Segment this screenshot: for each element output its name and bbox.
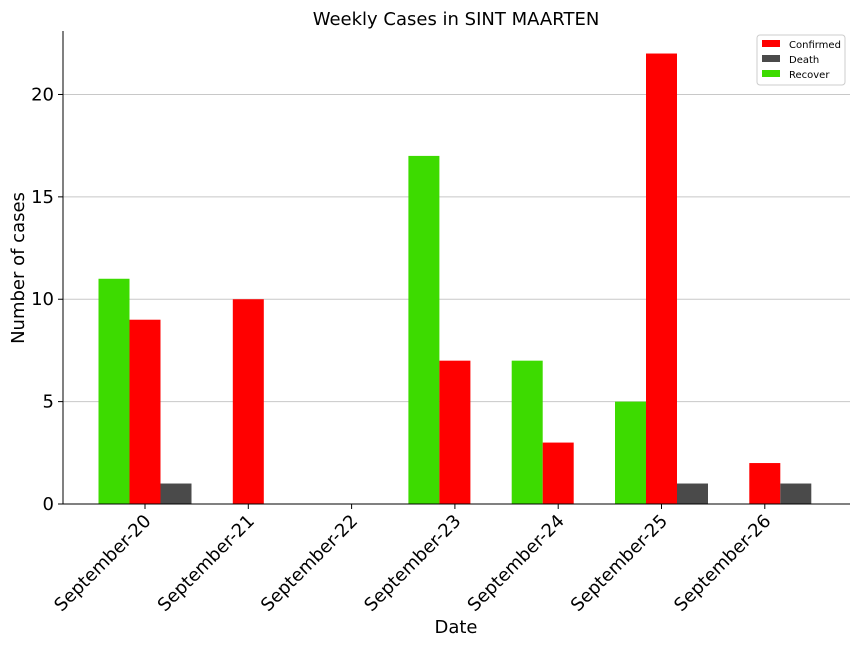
y-tick-label: 20 [31, 84, 54, 105]
bar-confirmed-september-24 [542, 442, 574, 504]
axes [62, 31, 850, 505]
x-tick-label: September-23 [360, 511, 465, 616]
legend-swatch-recover [762, 70, 780, 77]
bar-death-september-25 [677, 483, 708, 504]
bar-recover-september-23 [408, 155, 440, 504]
bar-confirmed-september-25 [646, 53, 677, 505]
y-tick-label: 0 [43, 494, 54, 515]
legend-swatch-death [762, 55, 780, 62]
x-tick-label: September-24 [464, 511, 569, 616]
y-tick-label: 15 [31, 187, 54, 208]
grid-lines [63, 93, 850, 403]
bar-recover-september-25 [615, 401, 646, 504]
legend: Confirmed Death Recover [756, 34, 846, 86]
bar-confirmed-september-20 [129, 319, 161, 504]
bar-death-september-20 [160, 483, 192, 504]
y-axis-title: Number of cases [8, 192, 29, 344]
bar-confirmed-september-26 [749, 463, 781, 504]
y-tick-label: 5 [43, 392, 54, 413]
y-tick-label: 10 [31, 289, 54, 310]
x-tick-label: September-20 [50, 511, 155, 616]
x-tick-label: September-26 [670, 511, 775, 616]
x-tick-label: September-21 [154, 511, 259, 616]
bar-confirmed-september-21 [232, 299, 264, 504]
x-tick-label: September-22 [257, 511, 362, 616]
bar-death-september-26 [780, 483, 812, 504]
bar-recover-september-24 [511, 360, 543, 504]
legend-swatch-confirmed [762, 40, 780, 47]
x-axis-title: Date [434, 617, 477, 638]
bars [98, 53, 812, 505]
legend-label-recover: Recover [789, 70, 830, 81]
bar-recover-september-20 [98, 278, 130, 504]
bar-confirmed-september-23 [439, 360, 471, 504]
legend-label-death: Death [789, 55, 819, 66]
chart-title: Weekly Cases in SINT MAARTEN [313, 9, 600, 30]
x-tick-label: September-25 [567, 511, 672, 616]
legend-label-confirmed: Confirmed [789, 40, 841, 51]
